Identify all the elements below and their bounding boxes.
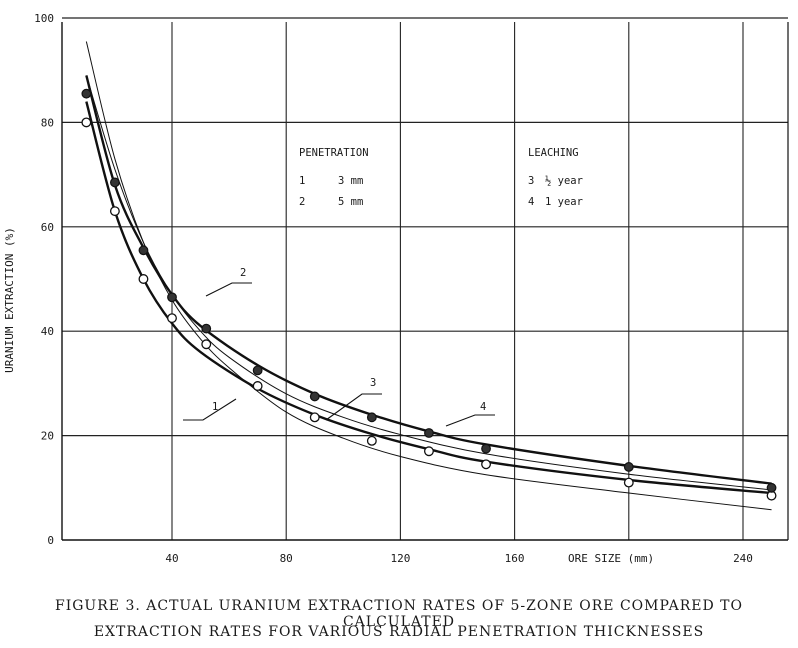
point-half-year [623,477,634,488]
legend-penetration-1-value: 3 mm [338,175,363,187]
point-one-year [109,177,120,188]
point-half-year [424,446,434,457]
curve-label-4: 4 [480,401,486,413]
curve-4 [85,75,772,485]
legend-penetration-2-value: 5 mm [338,196,363,208]
curve-label-3: 3 [370,377,376,389]
figure-caption-line-1: FIGURE 3. ACTUAL URANIUM EXTRACTION RATE… [55,598,743,630]
legend-leaching-title: LEACHING [528,147,579,159]
point-one-year [167,292,177,303]
point-half-year [138,274,149,284]
x-tick-label-80: 80 [280,552,293,565]
point-half-year [309,412,320,423]
x-tick-label-160: 160 [505,552,525,565]
point-half-year [81,117,92,128]
point-one-year [366,412,377,423]
curve-3 [85,101,772,495]
y-tick-label-60: 60 [41,221,54,234]
y-tick-label-0: 0 [47,534,54,547]
y-tick-label-80: 80 [41,116,54,129]
curve-label-2: 2 [240,267,246,279]
legend-leaching-4-value: 1 year [545,196,583,208]
curves [85,41,772,511]
point-half-year [481,459,492,470]
curve-label-1: 1 [212,401,218,413]
y-tick-label-40: 40 [41,325,54,338]
curve-label-leader-3 [325,393,382,421]
legend-penetration-2-id: 2 [299,196,305,208]
tick-labels: 0 20 40 60 80 100 40 80 120 160 240 [34,12,753,565]
y-tick-label-100: 100 [34,12,54,25]
legend-penetration-1-id: 1 [299,175,305,187]
point-half-year [201,339,212,350]
point-one-year [309,391,320,402]
point-one-year [424,428,434,438]
x-tick-label-40: 40 [165,552,178,565]
point-one-year [252,365,263,376]
legend-leaching-4-id: 4 [528,196,534,208]
data-points [81,88,777,501]
figure-caption-line-2: EXTRACTION RATES FOR VARIOUS RADIAL PENE… [93,624,705,640]
x-tick-label-240: 240 [733,552,753,565]
curve-2 [85,75,772,491]
point-half-year [109,206,120,217]
x-axis-label: ORE SIZE (mm) [568,552,654,565]
point-one-year [81,88,92,99]
curve-labels: 1 2 3 4 [183,267,495,427]
point-one-year [481,443,491,454]
point-one-year [138,245,149,256]
curve-label-leader-2 [205,282,252,297]
point-one-year [623,462,634,472]
point-one-year [766,482,777,493]
point-half-year [252,381,263,391]
axes [61,22,789,541]
y-axis-label: URANIUM EXTRACTION (%) [3,227,16,373]
legend-penetration-title: PENETRATION [299,147,369,159]
curve-label-leader-1 [183,398,237,421]
point-one-year [201,323,212,334]
x-tick-label-120: 120 [390,552,410,565]
grid [62,17,788,540]
legend-leaching-3-id: 3 [528,175,534,187]
point-half-year [167,313,177,324]
point-half-year [366,435,377,446]
curve-1 [85,41,772,511]
curve-label-leader-4 [445,414,495,427]
legend: PENETRATION 1 3 mm 2 5 mm LEACHING 3 ½ y… [299,147,583,208]
y-tick-label-20: 20 [41,430,54,443]
legend-leaching-3-value: ½ year [545,175,583,187]
